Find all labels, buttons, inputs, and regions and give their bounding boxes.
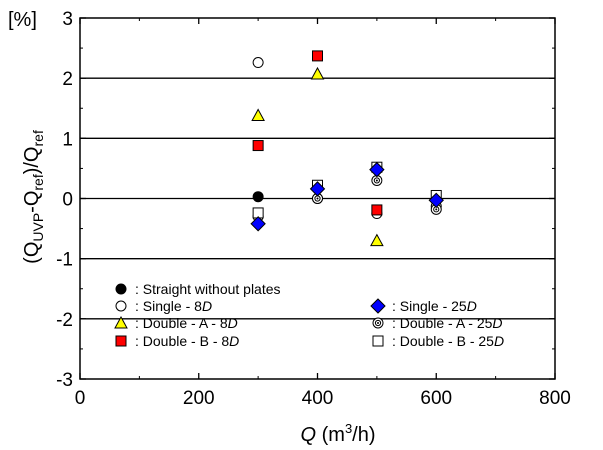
y-unit-label: [%]	[8, 9, 37, 31]
y-axis-close: )/Q	[21, 146, 43, 174]
legend-label-4: : Single - 25D	[392, 298, 477, 314]
legend-label-2: : Double - A - 8D	[135, 315, 238, 331]
y-axis-mid: -Q	[21, 191, 43, 213]
point-series4-2	[369, 161, 385, 178]
legend-marker-5-dot	[377, 322, 379, 324]
legend-label-5: : Double - A - 25D	[392, 315, 503, 331]
legend-label-2-text: : Double - A - 8	[135, 315, 228, 331]
legend-label-4-text: : Single - 25	[392, 298, 467, 314]
legend-marker-6	[372, 335, 384, 347]
legend-marker-3	[115, 335, 127, 347]
y-tick-label-3: 0	[62, 190, 73, 211]
legend-label-6-text: : Double - B - 25	[392, 333, 494, 349]
point-series4-3	[428, 192, 444, 209]
x-axis-unit-sup: 3	[345, 421, 352, 436]
legend-label-5-d: D	[492, 315, 502, 331]
axes	[79, 17, 556, 380]
legend-label-1-text: : Single - 8	[135, 298, 202, 314]
x-tick-label-4: 800	[539, 388, 571, 409]
legend-label-4-d: D	[467, 298, 477, 314]
legend-label-3-d: D	[229, 333, 239, 349]
y-tick-label-4: 1	[62, 129, 73, 150]
x-axis-unit-post: /h)	[352, 424, 375, 446]
tick-labels: 0 200 400 600 800 -3 -2 -1 0 1 2 3	[56, 9, 571, 409]
point-series2-0	[251, 108, 265, 121]
legend-marker-4	[370, 298, 386, 314]
legend-marker-2	[114, 315, 128, 329]
point-series5-3-dot	[435, 208, 438, 211]
point-series2-1	[310, 66, 325, 80]
legend-marker-0	[115, 283, 127, 295]
y-axis-title: (QUVP-Qref)/Qref	[21, 130, 46, 264]
point-series1-0	[252, 57, 264, 69]
legend-label-6: : Double - B - 25D	[392, 333, 504, 349]
x-tick-label-1: 200	[183, 388, 215, 409]
legend-label-6-d: D	[494, 333, 504, 349]
legend-marker-5	[372, 317, 384, 329]
y-tick-label-5: 2	[62, 69, 73, 90]
x-tick-label-0: 0	[75, 388, 86, 409]
legend-label-3: : Double - B - 8D	[135, 333, 239, 349]
point-series5-1-dot	[316, 197, 319, 200]
y-tick-label-0: -3	[56, 370, 73, 391]
point-series0-0	[252, 191, 264, 203]
x-axis-title: Q (m3/h)	[300, 421, 375, 446]
y-axis-sub2: ref	[30, 174, 46, 190]
legend-label-2-d: D	[228, 315, 238, 331]
y-axis-open: (Q	[21, 242, 43, 264]
x-tick-label-3: 600	[420, 388, 452, 409]
y-tick-label-2: -1	[56, 250, 73, 271]
data-points	[250, 50, 444, 247]
legend-marker-5-ring	[374, 319, 382, 327]
y-axis-sub1: UVP	[30, 213, 46, 242]
legend-label-1-d: D	[202, 298, 212, 314]
point-series5-2-dot	[375, 179, 378, 182]
point-series4-1	[309, 181, 326, 197]
y-tick-label-6: 3	[62, 9, 73, 30]
point-series2-2	[370, 233, 384, 247]
x-tick-label-2: 400	[302, 388, 334, 409]
point-series3-0	[252, 140, 264, 152]
y-tick-label-1: -2	[56, 310, 73, 331]
legend-label-1: : Single - 8D	[135, 298, 212, 314]
y-axis-sub3: ref	[30, 130, 46, 146]
legend-label-5-text: : Double - A - 25	[392, 315, 493, 331]
point-series3-1	[312, 50, 323, 62]
x-axis-unit-pre: (m	[316, 424, 345, 446]
legend: : Straight without plates: Single - 8D: …	[114, 281, 504, 349]
legend-label-0: : Straight without plates	[135, 281, 281, 297]
legend-marker-1	[115, 300, 127, 312]
legend-label-3-text: : Double - B - 8	[135, 333, 229, 349]
x-axis-var: Q	[300, 424, 316, 446]
point-series5-2-ring	[373, 177, 380, 184]
point-series4-0	[250, 216, 266, 232]
point-series3-2	[371, 204, 383, 216]
